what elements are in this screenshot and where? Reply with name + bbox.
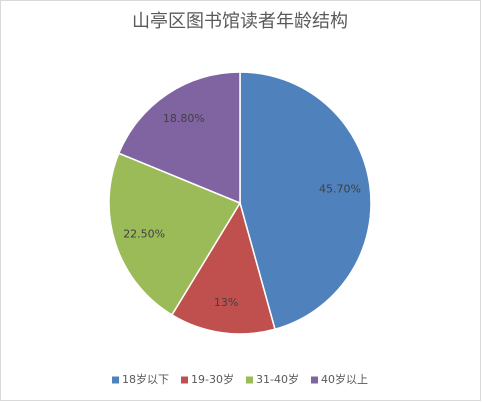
data-label: 22.50% — [123, 227, 165, 240]
pie-slice — [108, 152, 242, 316]
pie-slice — [170, 201, 276, 335]
data-label: 18.80% — [163, 112, 205, 125]
data-label: 13% — [214, 296, 238, 309]
pie-slice — [117, 71, 241, 205]
legend-item: 31-40岁 — [246, 372, 299, 386]
pie: 45.70% 13% 22.50% 18.80% — [108, 71, 372, 335]
chart-title: 山亭区图书馆读者年龄结构 — [132, 11, 348, 32]
legend-item: 19-30岁 — [181, 372, 234, 386]
legend-label: 31-40岁 — [256, 372, 299, 386]
legend-label: 19-30岁 — [191, 372, 234, 386]
legend-label: 40岁以上 — [321, 372, 368, 386]
legend: 18岁以下 19-30岁 31-40岁 40岁以上 — [112, 372, 368, 386]
legend-item: 18岁以下 — [112, 372, 169, 386]
legend-swatch — [310, 376, 318, 384]
data-label: 45.70% — [319, 182, 361, 195]
legend-swatch — [112, 376, 120, 384]
legend-swatch — [246, 376, 253, 384]
legend-swatch — [181, 376, 189, 384]
pie-slice — [239, 71, 372, 331]
legend-item: 40岁以上 — [310, 372, 368, 386]
legend-label: 18岁以下 — [122, 372, 169, 386]
